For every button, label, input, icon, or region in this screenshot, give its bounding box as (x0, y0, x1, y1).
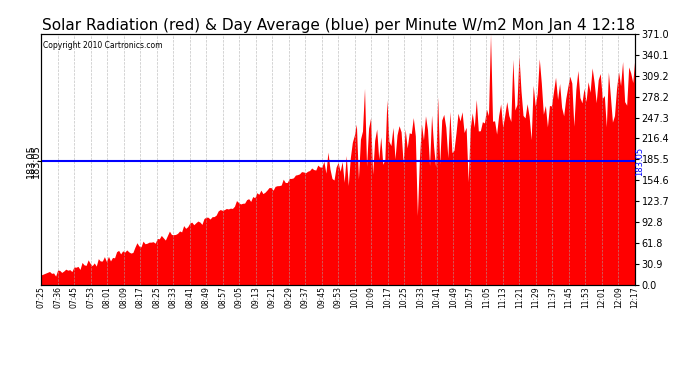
Text: 183.05: 183.05 (31, 144, 41, 178)
Title: Solar Radiation (red) & Day Average (blue) per Minute W/m2 Mon Jan 4 12:18: Solar Radiation (red) & Day Average (blu… (41, 18, 635, 33)
Text: Copyright 2010 Cartronics.com: Copyright 2010 Cartronics.com (43, 41, 162, 50)
Text: 183.05: 183.05 (635, 147, 644, 176)
